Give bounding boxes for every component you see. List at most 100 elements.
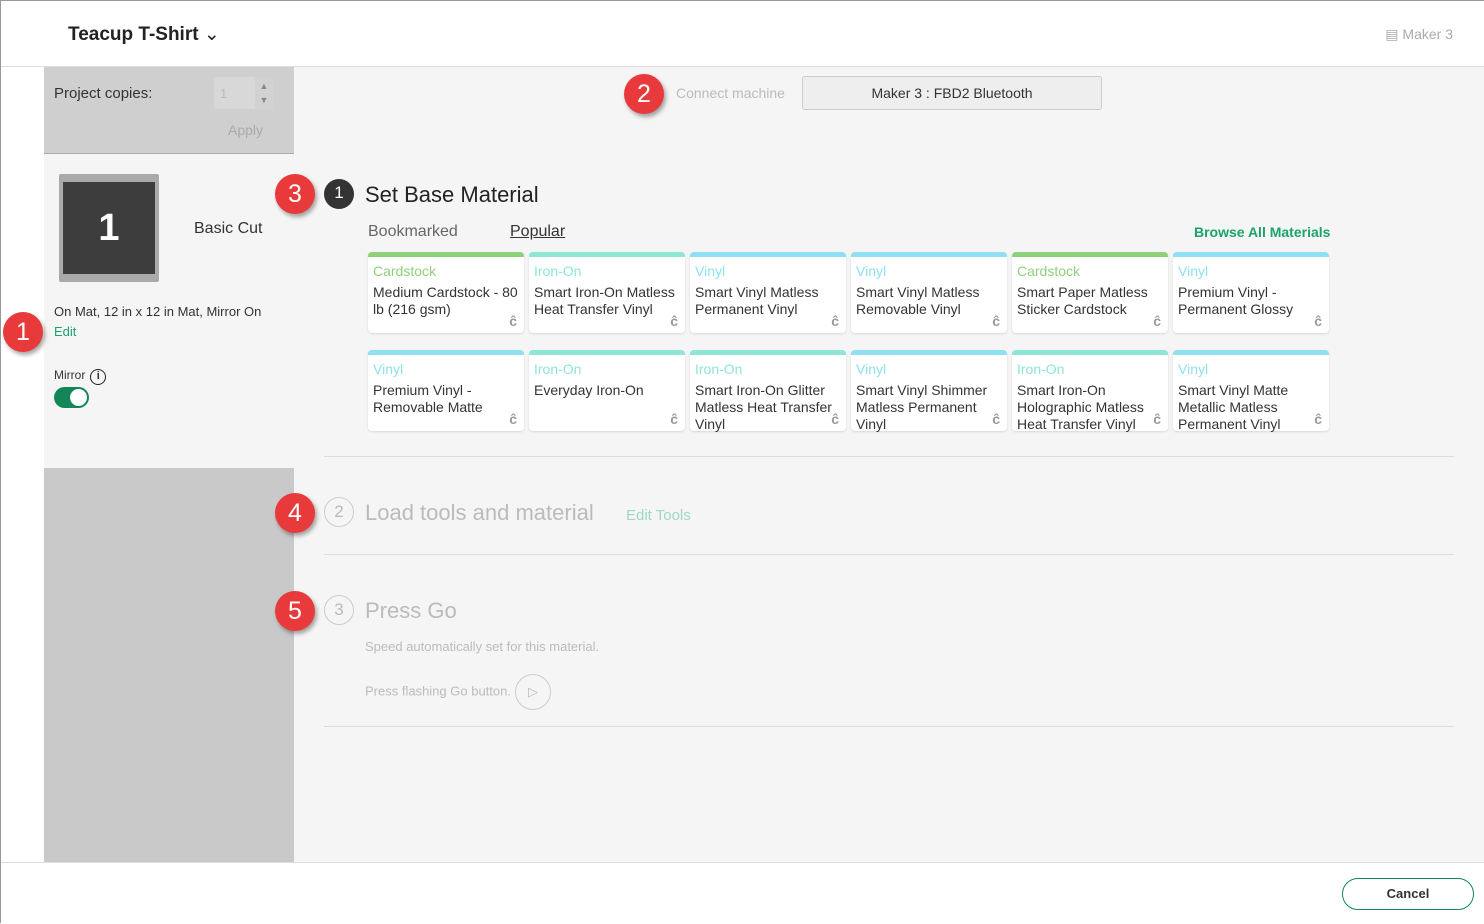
material-name: Smart Iron-On Glitter Matless Heat Trans…	[695, 382, 832, 432]
cricut-logo-icon: ĉ	[1314, 313, 1322, 329]
cricut-logo-icon: ĉ	[992, 313, 1000, 329]
mat-number: 1	[63, 182, 155, 274]
step-3-title: Press Go	[365, 598, 457, 623]
step-1-badge: 1	[324, 179, 354, 209]
material-name: Smart Iron-On Matless Heat Transfer Viny…	[534, 284, 675, 317]
material-name: Smart Vinyl Shimmer Matless Permanent Vi…	[856, 382, 988, 432]
material-category: Vinyl	[856, 361, 887, 377]
edit-link[interactable]: Edit	[54, 324, 77, 339]
material-category: Vinyl	[695, 263, 726, 279]
material-card[interactable]: Iron-On Everyday Iron-On ĉ	[529, 350, 685, 431]
material-name: Smart Paper Matless Sticker Cardstock	[1017, 284, 1148, 317]
cancel-button[interactable]: Cancel	[1342, 878, 1474, 910]
callout-3: 3	[275, 174, 315, 214]
material-card[interactable]: Cardstock Medium Cardstock - 80 lb (216 g…	[368, 252, 524, 333]
material-card[interactable]: Vinyl Premium Vinyl - Permanent Glossy ĉ	[1173, 252, 1329, 333]
cricut-logo-icon: ĉ	[509, 411, 517, 427]
footer: Cancel	[1, 862, 1484, 924]
machine-name: Maker 3	[1402, 26, 1453, 42]
tab-popular[interactable]: Popular	[510, 223, 566, 240]
browse-all-materials-link[interactable]: Browse All Materials	[1194, 224, 1331, 240]
material-card[interactable]: Vinyl Smart Vinyl Matless Removable Vinyl…	[851, 252, 1007, 333]
material-category: Cardstock	[373, 263, 437, 279]
cricut-logo-icon: ĉ	[670, 313, 678, 329]
step-1-title: Set Base Material	[365, 182, 539, 207]
cricut-logo-icon: ĉ	[831, 411, 839, 427]
project-copies-section: Project copies: 1 ▲ ▼ Apply	[44, 67, 294, 154]
material-name: Smart Vinyl Matless Removable Vinyl	[856, 284, 980, 317]
mat-thumbnail[interactable]: 1	[59, 174, 159, 282]
material-category: Vinyl	[373, 361, 404, 377]
divider	[324, 554, 1454, 555]
material-category: Cardstock	[1017, 263, 1081, 279]
callout-1: 1	[3, 312, 43, 352]
connect-machine-label: Connect machine	[676, 85, 785, 101]
material-card[interactable]: Vinyl Smart Vinyl Matte Metallic Matless …	[1173, 350, 1329, 432]
step-2-badge: 2	[324, 497, 354, 527]
callout-5: 5	[275, 591, 315, 631]
play-icon: ▷	[514, 674, 551, 710]
material-card[interactable]: Iron-On Smart Iron-On Matless Heat Transf…	[529, 252, 685, 333]
info-icon[interactable]: i	[90, 369, 107, 385]
project-title-dropdown[interactable]: Teacup T-Shirt ⌄	[68, 23, 220, 46]
step-2-title: Load tools and material	[365, 500, 594, 525]
material-name: Smart Vinyl Matless Permanent Vinyl	[695, 284, 819, 317]
left-panel: Project copies: 1 ▲ ▼ Apply 1 Basic Cut On…	[44, 67, 294, 862]
copies-label: Project copies:	[54, 85, 153, 102]
material-card[interactable]: Vinyl Smart Vinyl Matless Permanent Vinyl…	[690, 252, 846, 333]
step-3-badge: 3	[324, 595, 354, 625]
connect-machine-button[interactable]: Maker 3 : FBD2 Bluetooth	[802, 76, 1102, 110]
material-card[interactable]: Cardstock Smart Paper Matless Sticker Car…	[1012, 252, 1168, 333]
material-name: Smart Iron-On Holographic Matless Heat T…	[1017, 382, 1144, 432]
machine-indicator: ▤ Maker 3	[1385, 26, 1453, 43]
material-category: Iron-On	[1017, 361, 1065, 377]
mat-info: On Mat, 12 in x 12 in Mat, Mirror On	[54, 304, 262, 319]
mirror-label: Mirror	[54, 368, 86, 382]
header: Teacup T-Shirt ⌄ ▤ Maker 3	[1, 1, 1484, 67]
material-card[interactable]: Vinyl Smart Vinyl Shimmer Matless Permane…	[851, 350, 1007, 432]
apply-button[interactable]: Apply	[228, 122, 264, 138]
callout-2: 2	[624, 74, 664, 114]
press-go-row: Press flashing Go button. ▷	[365, 674, 551, 710]
material-category: Vinyl	[1178, 361, 1209, 377]
cricut-logo-icon: ĉ	[670, 411, 678, 427]
project-title: Teacup T-Shirt	[68, 24, 199, 45]
material-name: Premium Vinyl - Permanent Glossy	[1178, 284, 1294, 317]
material-category: Iron-On	[534, 263, 582, 279]
copies-input[interactable]: 1 ▲ ▼	[214, 77, 273, 109]
cricut-logo-icon: ĉ	[1314, 411, 1322, 427]
mirror-label-row: Mirror i	[54, 368, 107, 385]
cut-type: Basic Cut	[194, 220, 263, 237]
material-card[interactable]: Iron-On Smart Iron-On Holographic Matless…	[1012, 350, 1168, 432]
material-card[interactable]: Vinyl Premium Vinyl - Removable Matte ĉ	[368, 350, 524, 431]
main-panel: Connect machine Maker 3 : FBD2 Bluetooth…	[294, 67, 1484, 862]
toggle-knob	[70, 389, 87, 406]
cricut-logo-icon: ĉ	[992, 411, 1000, 427]
divider	[324, 456, 1454, 457]
material-name: Medium Cardstock - 80 lb (216 gsm)	[373, 284, 518, 317]
material-category: Vinyl	[856, 263, 887, 279]
material-category: Iron-On	[534, 361, 582, 377]
cricut-logo-icon: ĉ	[1153, 313, 1161, 329]
mat-panel: 1 Basic Cut On Mat, 12 in x 12 in Mat, M…	[44, 154, 294, 468]
edit-tools-link[interactable]: Edit Tools	[626, 507, 691, 524]
cricut-logo-icon: ĉ	[1153, 411, 1161, 427]
material-name: Everyday Iron-On	[534, 382, 644, 398]
material-category: Iron-On	[695, 361, 743, 377]
mirror-toggle[interactable]	[54, 387, 89, 408]
callout-4: 4	[275, 493, 315, 533]
material-name: Premium Vinyl - Removable Matte	[373, 382, 483, 415]
chevron-down-icon: ⌄	[203, 24, 220, 45]
copies-value: 1	[220, 86, 228, 101]
material-category: Vinyl	[1178, 263, 1209, 279]
speed-note: Speed automatically set for this materia…	[365, 639, 600, 654]
cricut-logo-icon: ĉ	[509, 313, 517, 329]
press-go-note: Press flashing Go button.	[365, 683, 511, 699]
material-card[interactable]: Iron-On Smart Iron-On Glitter Matless Hea…	[690, 350, 846, 432]
cricut-logo-icon: ĉ	[831, 313, 839, 329]
tab-bookmarked[interactable]: Bookmarked	[368, 223, 458, 240]
machine-icon: ▤	[1385, 26, 1399, 42]
material-name: Smart Vinyl Matte Metallic Matless Perma…	[1178, 382, 1289, 432]
copies-stepper[interactable]: ▲ ▼	[255, 77, 273, 109]
divider	[324, 726, 1454, 727]
